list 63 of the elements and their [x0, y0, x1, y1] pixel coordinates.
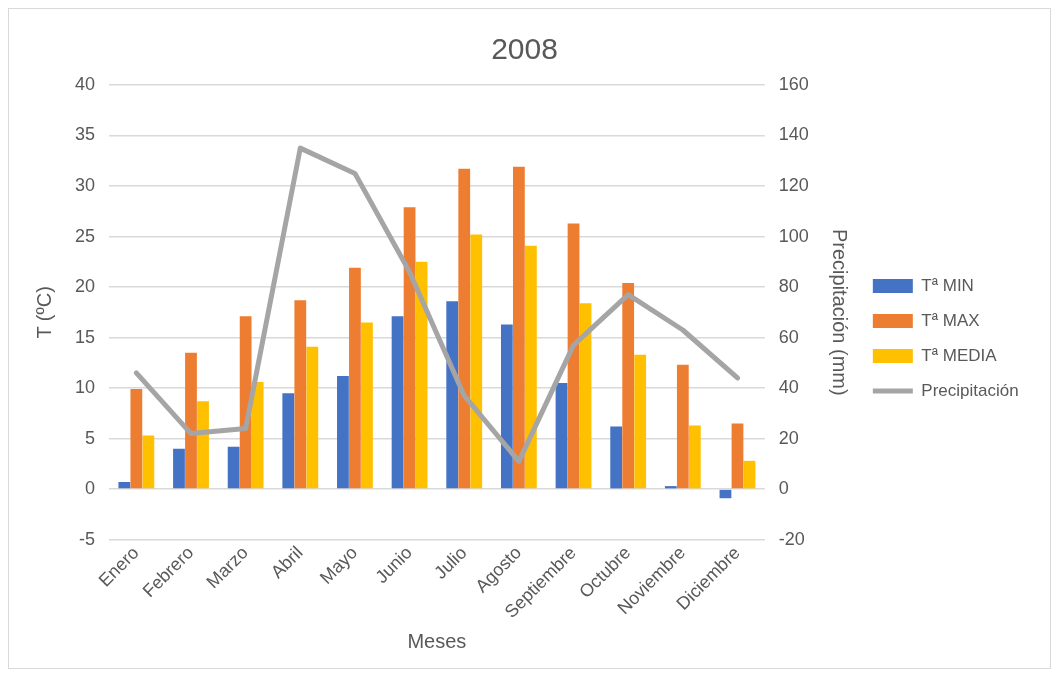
x-tick-label: Julio	[430, 542, 471, 583]
bar	[743, 460, 756, 489]
bar	[403, 207, 416, 489]
y2-tick-label: 140	[778, 124, 809, 145]
bar	[719, 489, 732, 499]
bar	[579, 303, 592, 489]
bar	[688, 425, 701, 489]
y2-tick-label: 100	[778, 225, 809, 246]
y2-tick-label: -20	[778, 528, 805, 549]
bar	[731, 423, 744, 489]
y2-axis-title: Precipitación (mm)	[829, 228, 852, 396]
bar	[676, 364, 689, 489]
x-axis-title: Meses	[407, 629, 467, 652]
bar	[294, 300, 307, 489]
bar	[282, 393, 295, 489]
bar	[391, 316, 404, 489]
y2-tick-label: 160	[778, 73, 809, 94]
bar	[227, 446, 240, 489]
bar	[173, 448, 185, 489]
bar	[458, 168, 471, 489]
bar	[197, 401, 209, 489]
chart-title: 2008	[491, 32, 558, 66]
bar	[415, 261, 428, 489]
bar	[610, 426, 623, 489]
y-tick-label: 20	[74, 276, 96, 297]
bar	[500, 324, 513, 489]
bar	[142, 435, 155, 489]
y-tick-label: 40	[74, 73, 96, 94]
bar	[555, 383, 568, 489]
bar	[622, 283, 635, 489]
y-tick-label: -5	[79, 528, 96, 549]
y-tick-label: 10	[74, 377, 96, 398]
bar	[446, 301, 459, 489]
y-tick-label: 30	[74, 175, 96, 195]
bar	[361, 322, 373, 489]
bar	[251, 382, 264, 489]
legend-label: Precipitación	[921, 380, 1019, 400]
legend-label: Tª MAX	[921, 310, 980, 330]
bar	[634, 354, 647, 489]
y2-tick-label: 20	[778, 427, 799, 448]
y-tick-label: 0	[85, 478, 96, 499]
y2-tick-label: 0	[778, 478, 789, 499]
y-tick-label: 15	[74, 326, 96, 347]
y2-tick-label: 120	[778, 175, 809, 195]
bar	[118, 482, 131, 489]
y-axis-title: T (ºC)	[32, 286, 55, 339]
bar	[306, 346, 319, 489]
y2-tick-label: 80	[778, 276, 799, 297]
bar	[185, 352, 197, 489]
bar	[567, 223, 580, 489]
bar	[337, 375, 349, 489]
bar	[349, 267, 361, 489]
y-tick-label: 25	[74, 225, 96, 246]
y2-tick-label: 60	[778, 326, 799, 347]
bar	[130, 389, 143, 489]
bar	[525, 245, 537, 489]
legend-label: Tª MIN	[921, 275, 974, 295]
y-tick-label: 35	[74, 124, 96, 145]
bar	[470, 234, 483, 489]
bar	[512, 166, 525, 489]
y2-tick-label: 40	[778, 377, 799, 398]
legend-label: Tª MEDIA	[921, 345, 998, 365]
y-tick-label: 5	[85, 427, 96, 448]
